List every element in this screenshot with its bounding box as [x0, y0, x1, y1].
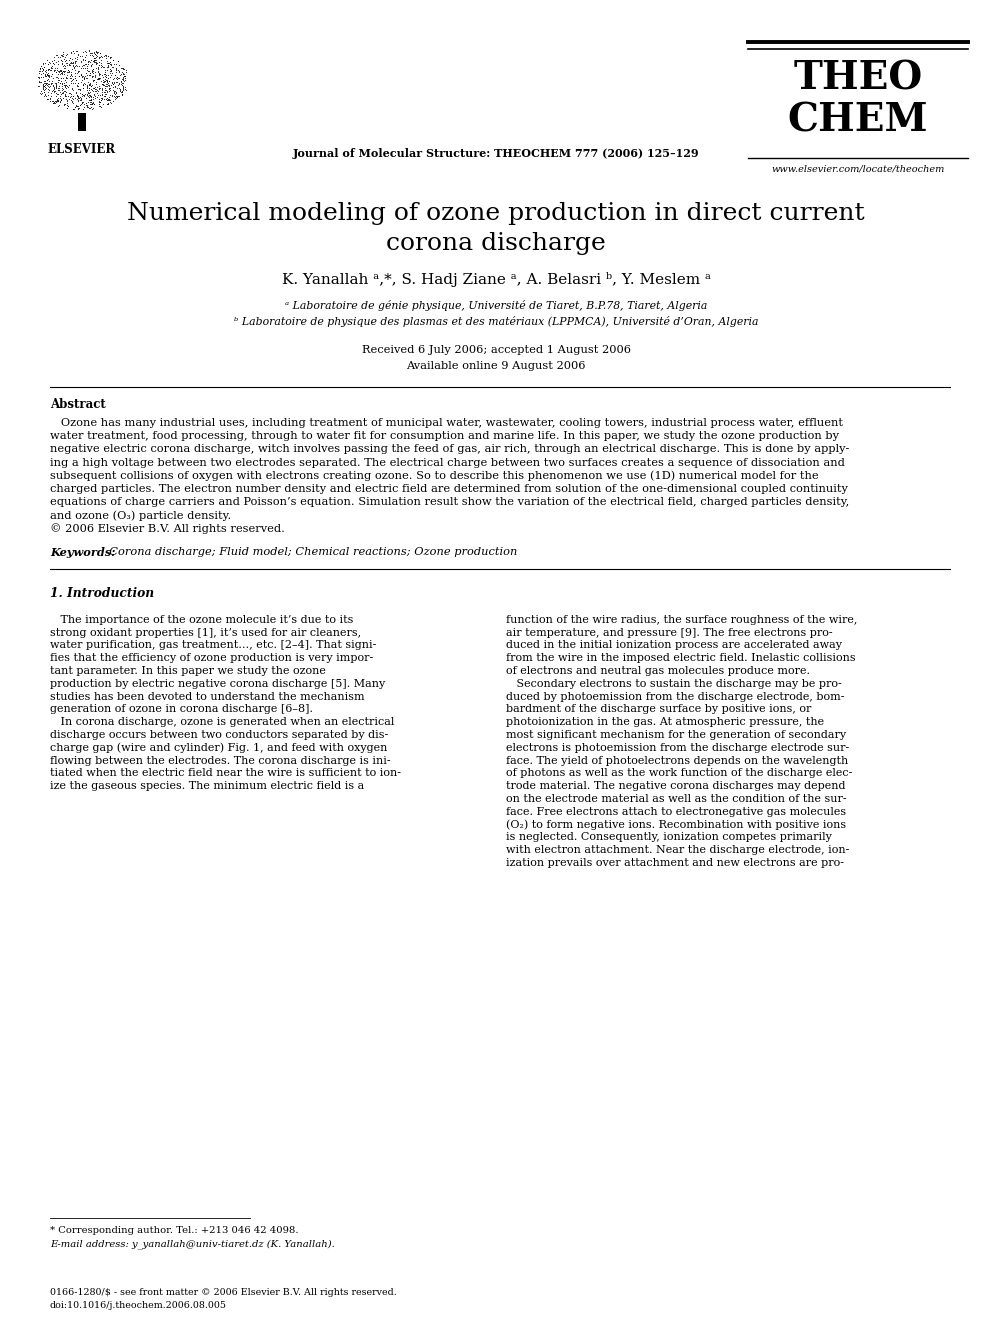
Text: 1. Introduction: 1. Introduction: [50, 587, 154, 599]
Text: from the wire in the imposed electric field. Inelastic collisions: from the wire in the imposed electric fi…: [506, 654, 856, 663]
Bar: [78, 112, 86, 131]
Text: studies has been devoted to understand the mechanism: studies has been devoted to understand t…: [50, 692, 365, 701]
Text: air temperature, and pressure [9]. The free electrons pro-: air temperature, and pressure [9]. The f…: [506, 627, 832, 638]
Text: ELSEVIER: ELSEVIER: [48, 143, 116, 156]
Text: subsequent collisions of oxygen with electrons creating ozone. So to describe th: subsequent collisions of oxygen with ele…: [50, 471, 818, 482]
Text: doi:10.1016/j.theochem.2006.08.005: doi:10.1016/j.theochem.2006.08.005: [50, 1301, 227, 1310]
Text: duced in the initial ionization process are accelerated away: duced in the initial ionization process …: [506, 640, 842, 651]
Text: electrons is photoemission from the discharge electrode sur-: electrons is photoemission from the disc…: [506, 742, 849, 753]
Text: face. The yield of photoelectrons depends on the wavelength: face. The yield of photoelectrons depend…: [506, 755, 848, 766]
Text: of electrons and neutral gas molecules produce more.: of electrons and neutral gas molecules p…: [506, 665, 810, 676]
Text: ize the gaseous species. The minimum electric field is a: ize the gaseous species. The minimum ele…: [50, 781, 364, 791]
Text: 0166-1280/$ - see front matter © 2006 Elsevier B.V. All rights reserved.: 0166-1280/$ - see front matter © 2006 El…: [50, 1289, 397, 1297]
Text: Keywords:: Keywords:: [50, 546, 115, 558]
Text: Received 6 July 2006; accepted 1 August 2006: Received 6 July 2006; accepted 1 August …: [361, 345, 631, 355]
Text: is neglected. Consequently, ionization competes primarily: is neglected. Consequently, ionization c…: [506, 832, 832, 843]
Text: K. Yanallah ᵃ,*, S. Hadj Ziane ᵃ, A. Belasri ᵇ, Y. Meslem ᵃ: K. Yanallah ᵃ,*, S. Hadj Ziane ᵃ, A. Bel…: [282, 273, 710, 287]
Text: The importance of the ozone molecule it’s due to its: The importance of the ozone molecule it’…: [50, 615, 353, 624]
Text: www.elsevier.com/locate/theochem: www.elsevier.com/locate/theochem: [772, 165, 944, 175]
Text: Ozone has many industrial uses, including treatment of municipal water, wastewat: Ozone has many industrial uses, includin…: [50, 418, 843, 429]
Text: negative electric corona discharge, witch involves passing the feed of gas, air : negative electric corona discharge, witc…: [50, 445, 849, 454]
Text: and ozone (O₃) particle density.: and ozone (O₃) particle density.: [50, 511, 231, 521]
Text: CHEM: CHEM: [788, 102, 929, 140]
Text: charge gap (wire and cylinder) Fig. 1, and feed with oxygen: charge gap (wire and cylinder) Fig. 1, a…: [50, 742, 387, 753]
Text: corona discharge: corona discharge: [386, 232, 606, 255]
Text: tant parameter. In this paper we study the ozone: tant parameter. In this paper we study t…: [50, 665, 326, 676]
Text: Secondary electrons to sustain the discharge may be pro-: Secondary electrons to sustain the disch…: [506, 679, 842, 689]
Text: * Corresponding author. Tel.: +213 046 42 4098.: * Corresponding author. Tel.: +213 046 4…: [50, 1226, 299, 1234]
Text: face. Free electrons attach to electronegative gas molecules: face. Free electrons attach to electrone…: [506, 807, 846, 816]
Text: trode material. The negative corona discharges may depend: trode material. The negative corona disc…: [506, 781, 845, 791]
Text: E-mail address: y_yanallah@univ-tiaret.dz (K. Yanallah).: E-mail address: y_yanallah@univ-tiaret.d…: [50, 1240, 334, 1249]
Text: generation of ozone in corona discharge [6–8].: generation of ozone in corona discharge …: [50, 704, 313, 714]
Text: Abstract: Abstract: [50, 398, 106, 411]
Text: Numerical modeling of ozone production in direct current: Numerical modeling of ozone production i…: [127, 202, 865, 225]
Text: strong oxidant properties [1], it’s used for air cleaners,: strong oxidant properties [1], it’s used…: [50, 627, 361, 638]
Text: Available online 9 August 2006: Available online 9 August 2006: [407, 361, 585, 370]
Text: with electron attachment. Near the discharge electrode, ion-: with electron attachment. Near the disch…: [506, 845, 849, 855]
Text: water purification, gas treatment…, etc. [2–4]. That signi-: water purification, gas treatment…, etc.…: [50, 640, 376, 651]
Text: water treatment, food processing, through to water fit for consumption and marin: water treatment, food processing, throug…: [50, 431, 839, 441]
Text: photoionization in the gas. At atmospheric pressure, the: photoionization in the gas. At atmospher…: [506, 717, 824, 728]
Text: bardment of the discharge surface by positive ions, or: bardment of the discharge surface by pos…: [506, 704, 811, 714]
Text: THEO: THEO: [794, 60, 923, 98]
Text: equations of charge carriers and Poisson’s equation. Simulation result show the : equations of charge carriers and Poisson…: [50, 497, 849, 507]
Text: production by electric negative corona discharge [5]. Many: production by electric negative corona d…: [50, 679, 385, 689]
Text: fies that the efficiency of ozone production is very impor-: fies that the efficiency of ozone produc…: [50, 654, 373, 663]
Text: © 2006 Elsevier B.V. All rights reserved.: © 2006 Elsevier B.V. All rights reserved…: [50, 524, 285, 534]
Text: flowing between the electrodes. The corona discharge is ini-: flowing between the electrodes. The coro…: [50, 755, 391, 766]
Text: tiated when the electric field near the wire is sufficient to ion-: tiated when the electric field near the …: [50, 769, 401, 778]
Text: (O₂) to form negative ions. Recombination with positive ions: (O₂) to form negative ions. Recombinatio…: [506, 820, 846, 830]
Text: ing a high voltage between two electrodes separated. The electrical charge betwe: ing a high voltage between two electrode…: [50, 458, 845, 467]
Text: Corona discharge; Fluid model; Chemical reactions; Ozone production: Corona discharge; Fluid model; Chemical …: [102, 546, 518, 557]
Text: of photons as well as the work function of the discharge elec-: of photons as well as the work function …: [506, 769, 852, 778]
Text: ᵇ Laboratoire de physique des plasmas et des matériaux (LPPMCA), Université d’Or: ᵇ Laboratoire de physique des plasmas et…: [234, 316, 758, 327]
Text: ization prevails over attachment and new electrons are pro-: ization prevails over attachment and new…: [506, 859, 844, 868]
Text: discharge occurs between two conductors separated by dis-: discharge occurs between two conductors …: [50, 730, 388, 740]
Text: ᵃ Laboratoire de génie physique, Université de Tiaret, B.P.78, Tiaret, Algeria: ᵃ Laboratoire de génie physique, Univers…: [285, 300, 707, 311]
Text: Journal of Molecular Structure: THEOCHEM 777 (2006) 125–129: Journal of Molecular Structure: THEOCHEM…: [293, 148, 699, 159]
Text: function of the wire radius, the surface roughness of the wire,: function of the wire radius, the surface…: [506, 615, 857, 624]
Text: most significant mechanism for the generation of secondary: most significant mechanism for the gener…: [506, 730, 846, 740]
Text: duced by photoemission from the discharge electrode, bom-: duced by photoemission from the discharg…: [506, 692, 844, 701]
Text: on the electrode material as well as the condition of the sur-: on the electrode material as well as the…: [506, 794, 846, 804]
Text: In corona discharge, ozone is generated when an electrical: In corona discharge, ozone is generated …: [50, 717, 395, 728]
Text: charged particles. The electron number density and electric field are determined: charged particles. The electron number d…: [50, 484, 848, 493]
